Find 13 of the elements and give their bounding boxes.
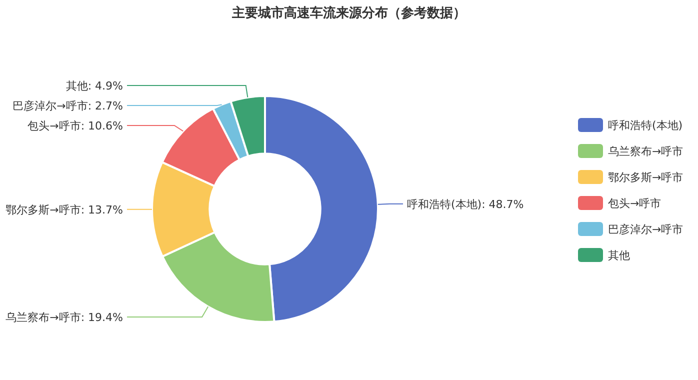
legend-label: 呼和浩特(本地)	[608, 119, 683, 132]
data-label: 呼和浩特(本地): 48.7%	[407, 198, 524, 211]
data-label: 包头→呼市: 10.6%	[28, 119, 123, 132]
legend-label: 其他	[608, 249, 630, 262]
data-label: 其他: 4.9%	[66, 79, 123, 92]
legend-label: 乌兰察布→呼市	[608, 145, 684, 158]
data-label: 巴彦淖尔→呼市: 2.7%	[12, 99, 123, 112]
chart-title: 主要城市高速车流来源分布（参考数据）	[231, 5, 466, 21]
legend-label: 鄂尔多斯→呼市	[608, 171, 684, 184]
data-label: 乌兰察布→呼市: 19.4%	[6, 310, 123, 324]
data-label: 鄂尔多斯→呼市: 13.7%	[6, 203, 123, 216]
legend-label: 包头→呼市	[608, 197, 662, 210]
legend-label: 巴彦淖尔→呼市	[608, 223, 684, 236]
